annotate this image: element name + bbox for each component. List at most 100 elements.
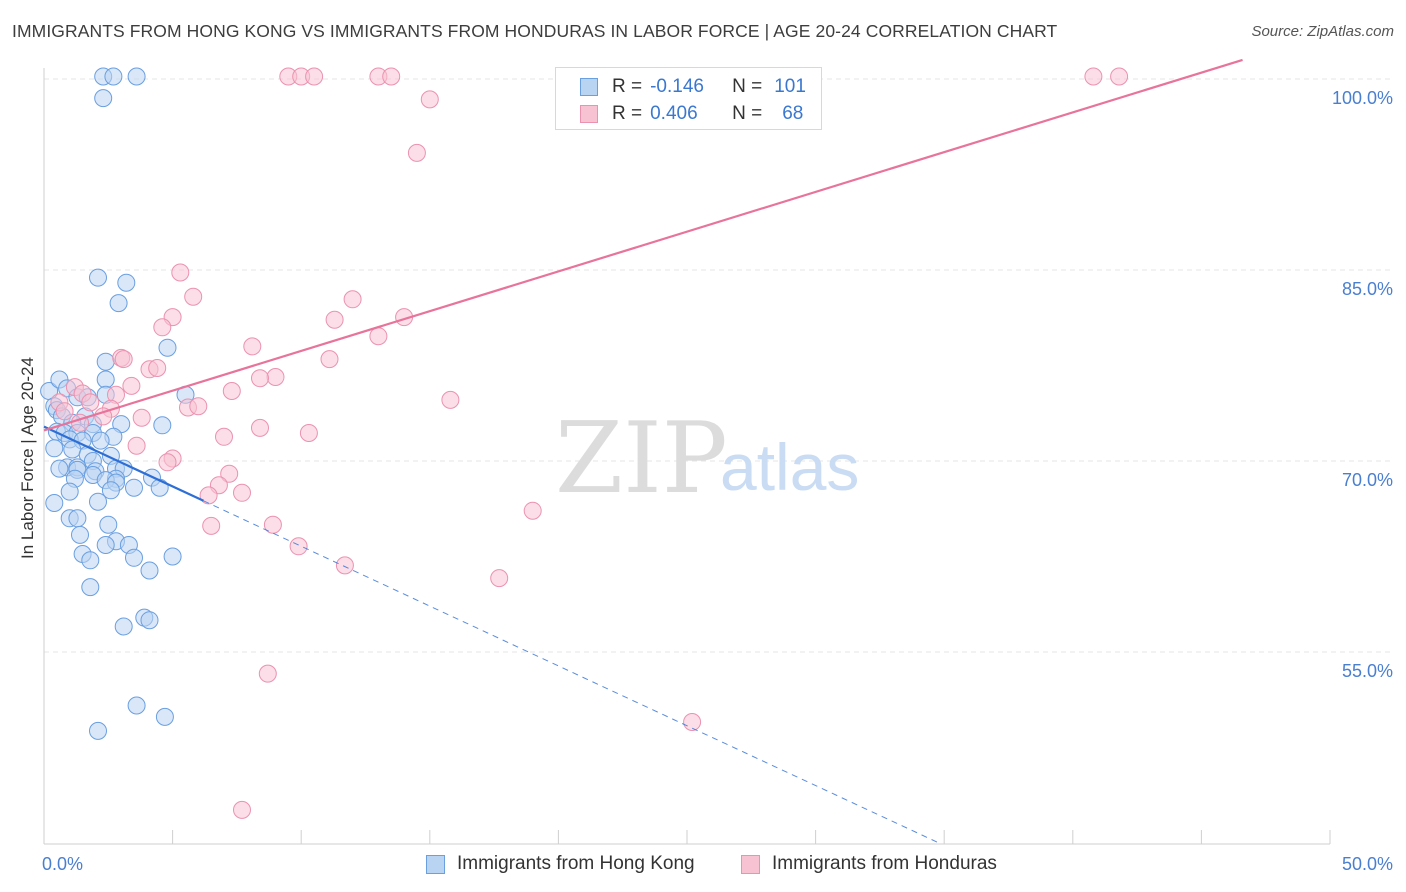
legend-r-value: -0.146 <box>650 76 704 97</box>
grid-lines <box>44 78 1392 653</box>
hongkong-point <box>150 478 169 497</box>
hongkong-points <box>40 67 195 740</box>
legend-n-label: N = <box>732 103 763 124</box>
legend-n-value: 101 <box>774 76 806 97</box>
legend-row-honduras: R = 0.406 N = 68 <box>580 103 803 125</box>
honduras-point <box>369 327 388 346</box>
legend-swatch-honduras <box>580 105 598 123</box>
hongkong-point <box>104 67 123 86</box>
honduras-point <box>490 569 509 588</box>
hongkong-point <box>101 481 120 500</box>
honduras-point <box>55 402 74 421</box>
honduras-point <box>407 143 426 162</box>
honduras-point <box>158 453 177 472</box>
honduras-point <box>683 713 702 731</box>
honduras-point <box>222 382 241 400</box>
hongkong-point <box>45 494 64 512</box>
axes <box>43 68 1331 845</box>
honduras-point <box>335 556 354 575</box>
hongkong-point <box>99 515 118 534</box>
chart-title: IMMIGRANTS FROM HONG KONG VS IMMIGRANTS … <box>12 21 1058 41</box>
honduras-point <box>441 390 460 409</box>
hongkong-point <box>91 431 110 450</box>
honduras-point <box>258 664 277 683</box>
hongkong-point <box>127 696 146 715</box>
honduras-point <box>325 310 344 329</box>
honduras-point <box>299 424 318 442</box>
watermark-atlas: atlas <box>720 430 859 504</box>
hongkong-point <box>117 273 136 292</box>
honduras-point <box>202 516 221 535</box>
honduras-points <box>50 67 1129 819</box>
hongkong-point <box>96 536 115 554</box>
honduras-point <box>81 393 100 412</box>
honduras-point <box>320 350 339 369</box>
bottom-legend-swatch-honduras <box>741 854 760 874</box>
tick-labels: 55.0% 70.0% 85.0% 100.0% 0.0% 50.0% <box>42 88 1393 874</box>
hongkong-trend-extension <box>203 500 940 844</box>
bottom-legend-label-hongkong: Immigrants from Hong Kong <box>457 853 695 874</box>
hongkong-point <box>96 370 115 389</box>
honduras-point <box>171 263 190 282</box>
hongkong-point <box>109 294 128 313</box>
honduras-point <box>420 90 439 109</box>
watermark: ZIP atlas <box>555 402 859 516</box>
honduras-point <box>114 350 133 369</box>
honduras-point <box>266 368 285 386</box>
hongkong-point <box>127 67 146 86</box>
honduras-point <box>1084 67 1103 86</box>
legend-swatch-hongkong <box>580 78 598 96</box>
hongkong-point <box>158 338 177 357</box>
legend-n-value: 68 <box>782 103 804 124</box>
legend-n-label: N = <box>732 76 763 97</box>
honduras-point <box>122 376 141 395</box>
honduras-point <box>215 427 233 446</box>
bottom-legend-hongkong: Immigrants from Hong Kong <box>426 852 695 876</box>
source-credit: Source: ZipAtlas.com <box>1251 23 1394 40</box>
honduras-point <box>523 501 542 520</box>
honduras-point <box>220 464 239 483</box>
hongkong-point <box>60 482 79 501</box>
honduras-point <box>189 397 208 416</box>
stats-legend: R = -0.146 N = 101 R = 0.406 N = 68 <box>555 67 822 130</box>
bottom-legend-honduras: Immigrants from Honduras <box>741 852 997 876</box>
hongkong-point <box>81 578 100 597</box>
y-tick-label: 100.0% <box>1332 88 1393 108</box>
hongkong-point <box>96 352 115 371</box>
honduras-point <box>199 486 218 505</box>
honduras-point <box>243 337 262 356</box>
hongkong-point <box>89 492 107 511</box>
x-tick-label-max: 50.0% <box>1342 854 1393 874</box>
honduras-point <box>153 318 172 337</box>
honduras-point <box>251 418 269 437</box>
hongkong-point <box>140 611 159 630</box>
honduras-point <box>127 436 146 455</box>
bottom-legend-label-honduras: Immigrants from Honduras <box>772 853 997 874</box>
hongkong-point <box>140 561 159 580</box>
honduras-trend-line <box>43 58 1243 432</box>
honduras-point <box>1110 67 1129 86</box>
honduras-point <box>382 67 401 86</box>
legend-r-label: R = <box>612 76 643 97</box>
hongkong-point <box>114 617 133 636</box>
hongkong-point <box>71 525 89 544</box>
hongkong-point <box>89 268 107 287</box>
hongkong-point <box>125 548 143 567</box>
hongkong-point <box>68 509 87 528</box>
trend-lines <box>43 58 1243 844</box>
y-tick-label: 55.0% <box>1342 661 1393 681</box>
y-tick-label: 70.0% <box>1342 470 1393 490</box>
honduras-point <box>94 407 113 426</box>
hongkong-trend-line <box>43 425 204 502</box>
honduras-point <box>343 290 362 309</box>
honduras-point <box>233 483 251 502</box>
bottom-legend-swatch-hongkong <box>426 854 445 874</box>
hongkong-point <box>155 707 174 726</box>
honduras-point <box>184 287 203 306</box>
honduras-point <box>289 537 308 556</box>
hongkong-point <box>81 551 100 570</box>
honduras-point <box>251 369 269 388</box>
hongkong-point <box>163 547 182 566</box>
x-tick-label-min: 0.0% <box>42 854 83 874</box>
